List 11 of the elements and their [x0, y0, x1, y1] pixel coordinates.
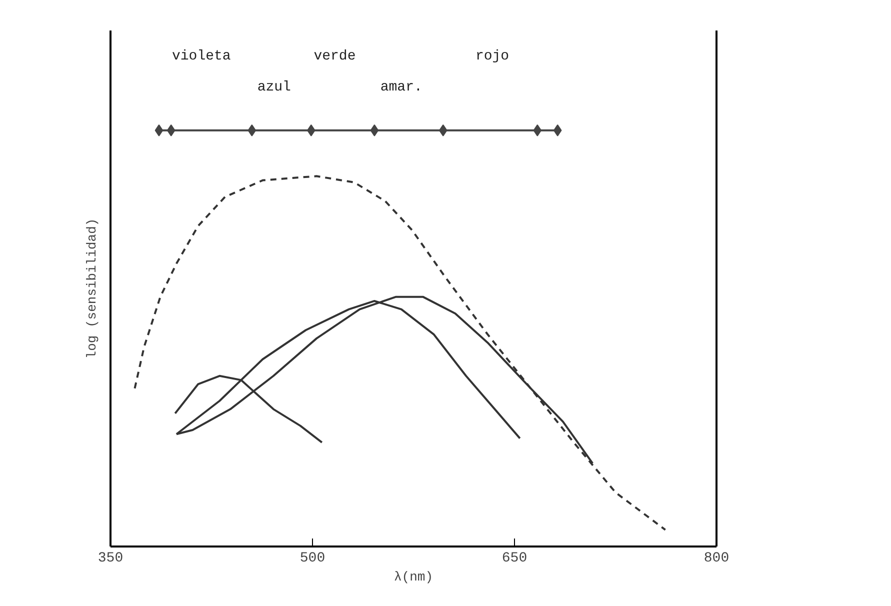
text: azul: [257, 79, 291, 96]
x-tick-label: 800: [704, 550, 730, 566]
x-tick-label: 500: [300, 550, 326, 566]
x-tick-label: 650: [502, 550, 528, 566]
text: rojo: [475, 48, 510, 64]
x-axis-title: λ(nm): [394, 570, 434, 584]
text: amar.: [380, 79, 422, 96]
text: violeta: [172, 48, 231, 64]
x-tick-label: 350: [98, 550, 124, 566]
text: verde: [314, 48, 356, 64]
y-axis-title: log (sensibilidad): [84, 218, 100, 359]
